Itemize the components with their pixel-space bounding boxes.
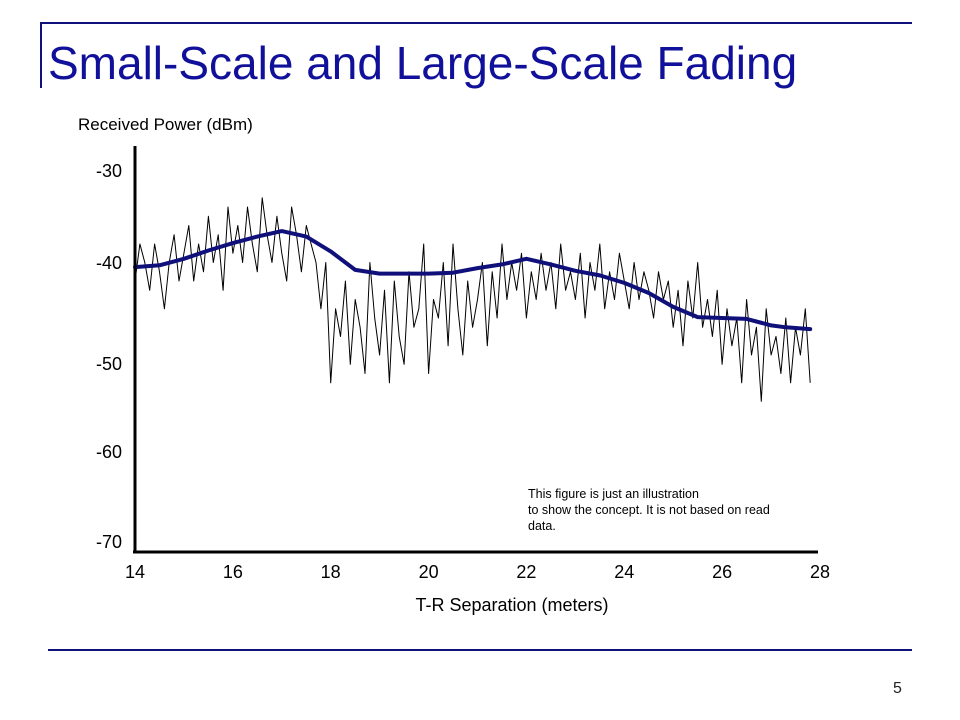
y-tick-label: -70	[96, 532, 122, 552]
y-tick-label: -30	[96, 161, 122, 181]
x-tick-label: 16	[223, 562, 243, 582]
x-axis-label: T-R Separation (meters)	[415, 595, 608, 615]
y-tick-label: -40	[96, 253, 122, 273]
x-tick-label: 20	[419, 562, 439, 582]
note-line: data.	[528, 519, 556, 533]
slide-title: Small-Scale and Large-Scale Fading	[48, 37, 798, 89]
y-tick-label: -60	[96, 442, 122, 462]
page-number: 5	[893, 680, 902, 697]
x-tick-label: 26	[712, 562, 732, 582]
bottom-rule	[48, 649, 912, 651]
x-tick-label: 14	[125, 562, 145, 582]
x-tick-label: 22	[516, 562, 536, 582]
x-tick-label: 24	[614, 562, 634, 582]
illustration-note: This figure is just an illustration to s…	[528, 486, 850, 534]
y-axis-label: Received Power (dBm)	[78, 115, 253, 134]
x-tick-label: 18	[321, 562, 341, 582]
y-tick-label: -50	[96, 354, 122, 374]
small-scale-fading-line	[134, 197, 811, 402]
note-line: This figure is just an illustration	[528, 487, 699, 501]
x-tick-label: 28	[810, 562, 830, 582]
top-rule	[40, 22, 912, 24]
note-line: to show the concept. It is not based on …	[528, 503, 770, 517]
large-scale-fading-line	[133, 229, 813, 332]
fading-chart: 14 16 18 20 22 24 26 28 -30 -40 -50 -60 -70 Receive…	[78, 115, 830, 615]
left-rule	[40, 22, 42, 88]
